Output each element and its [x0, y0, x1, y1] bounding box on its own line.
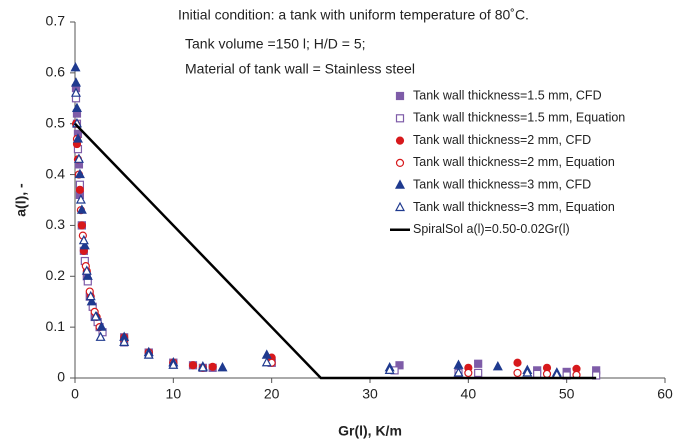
- y-tick-label: 0.6: [46, 64, 66, 80]
- y-tick-label: 0.1: [46, 318, 66, 334]
- legend-swatch: [395, 91, 405, 101]
- line: [74, 122, 597, 380]
- point: [208, 362, 217, 371]
- legend-swatch: [395, 158, 405, 167]
- point: [188, 361, 198, 370]
- point: [76, 204, 87, 214]
- point: [453, 367, 464, 377]
- point: [168, 359, 179, 369]
- x-tick-label: 10: [166, 386, 182, 402]
- annotation: Initial condition: a tank with uniform t…: [178, 7, 529, 23]
- legend-text: Tank wall thickness=1.5 mm, Equation: [413, 111, 625, 125]
- y-axis-title: a(l), -: [13, 183, 29, 217]
- point: [197, 362, 208, 372]
- y-tick-label: 0.5: [46, 114, 66, 130]
- point: [522, 367, 533, 377]
- point: [492, 361, 503, 371]
- legend-text: Tank wall thickness=2 mm, CFD: [413, 133, 591, 147]
- point: [72, 133, 83, 143]
- y-tick-label: 0.7: [46, 13, 66, 29]
- x-tick-label: 50: [559, 386, 575, 402]
- point: [70, 77, 81, 87]
- legend-swatch: [395, 201, 405, 212]
- point: [513, 368, 522, 378]
- legend-swatch: [395, 136, 405, 145]
- point: [82, 270, 93, 280]
- point: [95, 331, 106, 341]
- point: [86, 295, 97, 306]
- point: [75, 194, 86, 204]
- legend-text: Tank wall thickness=2 mm, Equation: [413, 155, 615, 169]
- point: [542, 369, 552, 379]
- point: [81, 265, 92, 275]
- point: [79, 239, 90, 250]
- x-tick-label: 60: [657, 386, 673, 402]
- x-tick-label: 20: [264, 386, 280, 402]
- legend-text: SpiralSol a(l)=0.50-0.02Gr(l): [413, 222, 570, 236]
- point: [70, 61, 81, 72]
- point: [384, 364, 395, 374]
- y-tick-label: 0: [57, 369, 65, 385]
- annotation: Material of tank wall = Stainless steel: [185, 61, 415, 77]
- point: [474, 359, 483, 368]
- point: [474, 368, 483, 378]
- x-tick-label: 30: [362, 386, 378, 402]
- point: [90, 311, 101, 321]
- point: [78, 234, 89, 245]
- point: [96, 321, 107, 331]
- point: [74, 168, 85, 179]
- point: [119, 336, 130, 346]
- point: [217, 362, 228, 372]
- legend-text: Tank wall thickness=3 mm, Equation: [413, 200, 615, 214]
- point: [70, 87, 81, 97]
- point: [261, 356, 272, 367]
- point: [533, 369, 542, 379]
- annotation: Tank volume =150 l; H/D = 5;: [185, 36, 366, 52]
- point: [85, 290, 96, 301]
- point: [75, 185, 85, 194]
- legend-swatch: [395, 114, 405, 123]
- legend-text: Tank wall thickness=1.5 mm, CFD: [413, 88, 602, 102]
- x-tick-label: 0: [71, 386, 79, 402]
- x-tick-label: 40: [461, 386, 477, 402]
- point: [73, 153, 84, 163]
- y-tick-label: 0.2: [46, 267, 66, 283]
- point: [395, 361, 404, 370]
- legend-swatch: [395, 179, 405, 189]
- point: [71, 102, 82, 113]
- legend-text: Tank wall thickness=3 mm, CFD: [413, 177, 591, 191]
- y-tick-label: 0.4: [46, 165, 66, 181]
- x-axis-title: Gr(l), K/m: [338, 423, 402, 439]
- point: [77, 221, 86, 230]
- y-tick-label: 0.3: [46, 216, 66, 232]
- point: [143, 349, 154, 359]
- point: [464, 368, 473, 378]
- point: [513, 358, 522, 367]
